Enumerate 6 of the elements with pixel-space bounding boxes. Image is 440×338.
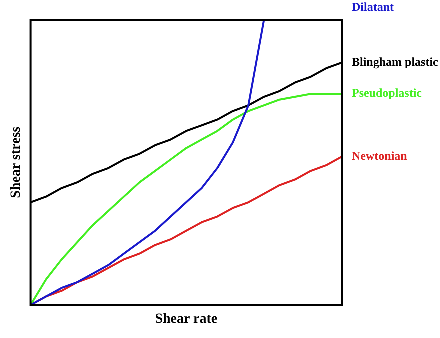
text: Dilatant <box>352 0 394 14</box>
y-axis-title: Shear stress <box>9 126 24 198</box>
series-label: Newtonian <box>352 148 408 163</box>
series-label: Blingham plastic <box>352 54 440 69</box>
x-axis-title: Shear rate <box>155 312 218 328</box>
series-label: Pseudoplastic <box>352 86 423 100</box>
